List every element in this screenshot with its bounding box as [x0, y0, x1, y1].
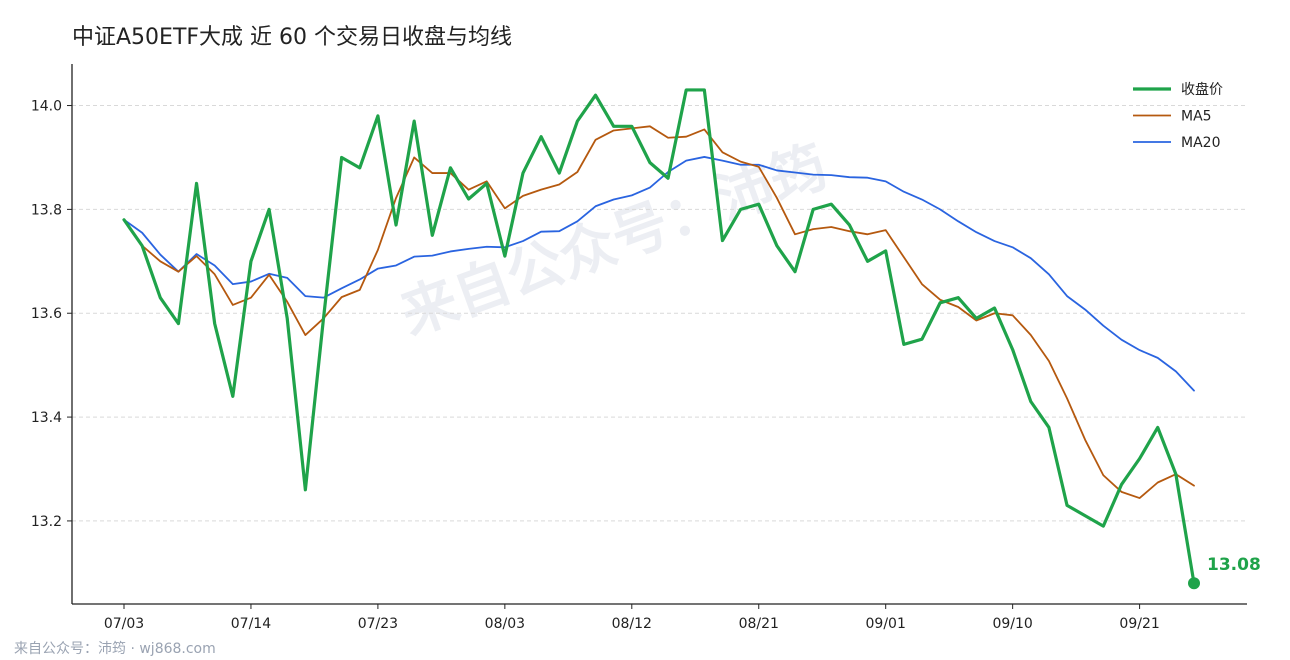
x-tick-label: 08/12 [612, 616, 652, 632]
x-tick-label: 09/01 [866, 616, 906, 632]
last-value-label: 13.08 [1207, 555, 1261, 575]
legend-label: 收盘价 [1181, 81, 1223, 98]
x-tick-label: 09/10 [992, 616, 1032, 632]
x-tick-label: 08/03 [485, 616, 525, 632]
chart-title: 中证A50ETF大成 近 60 个交易日收盘与均线 [72, 25, 512, 50]
legend-label: MA20 [1181, 135, 1220, 151]
legend-label: MA5 [1181, 109, 1212, 125]
watermark: 来自公众号：沛筠 [393, 134, 836, 348]
x-tick-label: 07/14 [231, 616, 271, 632]
series-line-close [122, 88, 1196, 585]
last-point-marker [1188, 577, 1200, 590]
x-tick-label: 07/23 [358, 616, 398, 632]
gridlines [72, 105, 1247, 522]
series-line-ma5 [123, 125, 1195, 499]
y-tick-label: 14.0 [31, 99, 62, 115]
series-line-ma20 [123, 156, 1195, 392]
y-tick-label: 13.2 [31, 514, 62, 530]
footer-credit: 来自公众号：沛筠 · wj868.com [14, 640, 216, 657]
legend: 收盘价 MA5 MA20 [1133, 81, 1223, 151]
x-tick-label: 09/21 [1119, 616, 1159, 632]
x-tick-label: 08/21 [739, 616, 779, 632]
y-tick-label: 13.6 [31, 306, 62, 322]
series-lines [122, 88, 1196, 585]
y-axis-ticks: 13.2 13.4 13.6 13.8 14.0 [31, 99, 72, 530]
last-point-marker-group: 13.08 [1188, 555, 1261, 590]
axes [71, 64, 1247, 605]
x-axis-ticks: 07/03 07/14 07/23 08/03 08/12 08/21 09/01 09/10… [104, 604, 1160, 632]
y-tick-label: 13.4 [31, 410, 62, 426]
x-tick-label: 07/03 [104, 616, 144, 632]
y-tick-label: 13.8 [31, 202, 62, 218]
